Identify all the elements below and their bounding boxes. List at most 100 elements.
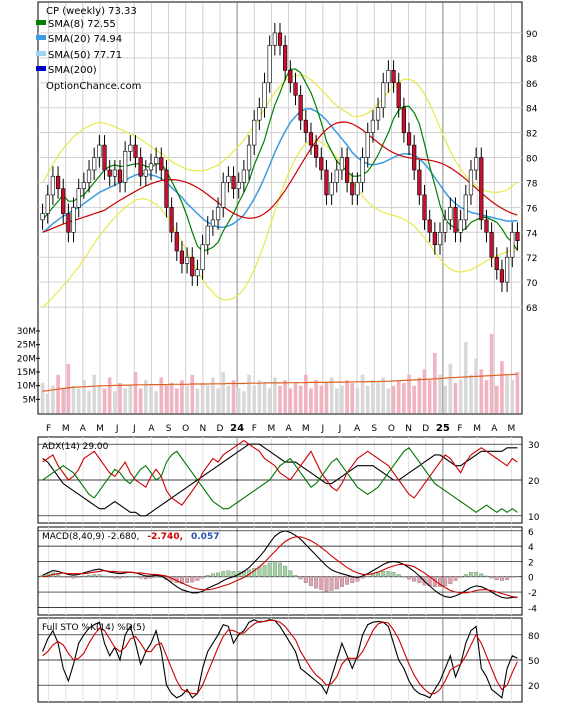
- volume-bar: [334, 388, 339, 413]
- month-tick-label: A: [285, 424, 292, 434]
- candle-body: [494, 256, 499, 270]
- panel-tick-label: 10: [528, 513, 540, 523]
- macd-histogram-bar: [448, 576, 453, 584]
- -d-line: [42, 619, 518, 695]
- volume-tick-label: 25M: [17, 341, 36, 351]
- volume-bar: [288, 388, 293, 413]
- macd-histogram-bar: [314, 576, 319, 589]
- volume-bar: [87, 391, 91, 413]
- candle-body: [288, 70, 293, 84]
- volume-bar: [252, 385, 256, 413]
- legend-swatch-sma8: [36, 20, 46, 25]
- price-tick-label: 72: [526, 254, 537, 264]
- volume-bar: [515, 372, 520, 413]
- macd-histogram-bar: [499, 576, 504, 581]
- candle-body: [71, 207, 76, 233]
- volume-bar: [262, 382, 267, 413]
- month-tick-label: F: [252, 424, 257, 434]
- volume-bar: [144, 380, 148, 413]
- candle-body: [221, 182, 226, 208]
- macd-histogram-bar: [463, 574, 468, 577]
- sma8-line: [42, 68, 518, 252]
- macd-histogram-bar: [288, 570, 293, 577]
- month-tick-label: A: [148, 424, 155, 434]
- volume-bar: [448, 363, 453, 413]
- volume-bar: [505, 374, 509, 413]
- month-tick-label: F: [457, 424, 462, 434]
- volume-bar: [180, 380, 184, 413]
- candlesticks: [40, 22, 520, 293]
- candle-body: [102, 144, 107, 171]
- volume-bar: [438, 374, 442, 413]
- candle-body: [272, 32, 277, 46]
- macd-histogram-bar: [334, 576, 339, 590]
- volume-bar: [474, 358, 478, 413]
- volume-bar: [138, 388, 143, 413]
- candle-body: [257, 107, 262, 121]
- volume-bar: [61, 388, 66, 413]
- macd-line: [42, 530, 518, 599]
- candle-body: [241, 169, 246, 183]
- volume-bar: [216, 388, 220, 413]
- sma50-line: [42, 121, 518, 233]
- volume-bar: [267, 388, 272, 413]
- panel-tick-label: 20: [528, 682, 540, 692]
- volume-bar: [82, 380, 86, 413]
- candle-body: [277, 32, 283, 46]
- panel-tick-label: 4: [528, 543, 534, 553]
- candle-body: [40, 213, 45, 221]
- volume-bar: [324, 382, 329, 413]
- macd-histogram-bar: [339, 576, 344, 587]
- macd-histogram-bar: [154, 576, 159, 578]
- macd-histogram-bar: [474, 571, 479, 577]
- legend-sma200: SMA(200): [48, 65, 97, 76]
- macd-histogram-bar: [226, 570, 231, 577]
- watermark: OptionChance.com: [46, 81, 141, 92]
- volume-bar: [412, 385, 416, 413]
- candle-body: [117, 169, 123, 183]
- price-tick-label: 80: [526, 155, 538, 165]
- candle-body: [499, 269, 505, 283]
- macd-histogram-bar: [345, 576, 350, 585]
- macd-histogram-bar: [283, 565, 288, 577]
- macd-histogram-bar: [515, 576, 520, 577]
- macd-lines: [38, 527, 522, 615]
- volume-bar: [458, 380, 463, 413]
- panel-tick-label: 2: [528, 558, 534, 568]
- -k-line: [42, 619, 518, 699]
- volume-bar: [40, 382, 45, 413]
- macd-histogram-bar: [360, 576, 365, 579]
- macd-histogram-bar: [303, 576, 308, 584]
- candle-body: [76, 188, 81, 208]
- month-tick-label: O: [388, 424, 395, 434]
- volume-tick-label: 15M: [17, 368, 36, 378]
- volume-bar: [376, 382, 380, 413]
- adx-axis-labels: 10 20 30: [528, 441, 540, 523]
- month-tick-label: M: [62, 424, 70, 434]
- candle-body: [97, 144, 102, 158]
- candle-body: [169, 207, 174, 233]
- volume-bar: [386, 388, 391, 413]
- bollinger-lower: [42, 139, 518, 308]
- macd-histogram-bar: [205, 575, 210, 577]
- legend-swatch-sma20: [36, 35, 46, 40]
- month-tick-label: M: [302, 424, 310, 434]
- volume-bar: [314, 380, 318, 413]
- volume-bar: [221, 372, 226, 413]
- volume-bar: [371, 380, 375, 413]
- macd-histogram-bar: [401, 576, 406, 578]
- volume-tick-label: 5M: [23, 395, 37, 405]
- candle-body: [231, 175, 236, 189]
- month-tick-label: M: [96, 424, 104, 434]
- candle-body: [246, 144, 252, 171]
- month-tick-label: N: [199, 424, 206, 434]
- volume-bar: [350, 382, 355, 413]
- macd-hist-value: 0.057: [191, 532, 219, 542]
- candle-body: [381, 82, 386, 108]
- macd-histogram-bar: [102, 576, 107, 578]
- volume-bar: [469, 374, 473, 413]
- volume-tick-label: 20M: [17, 354, 36, 364]
- candle-body: [215, 207, 221, 221]
- macd-histogram-bar: [200, 576, 205, 579]
- candle-body: [319, 157, 324, 171]
